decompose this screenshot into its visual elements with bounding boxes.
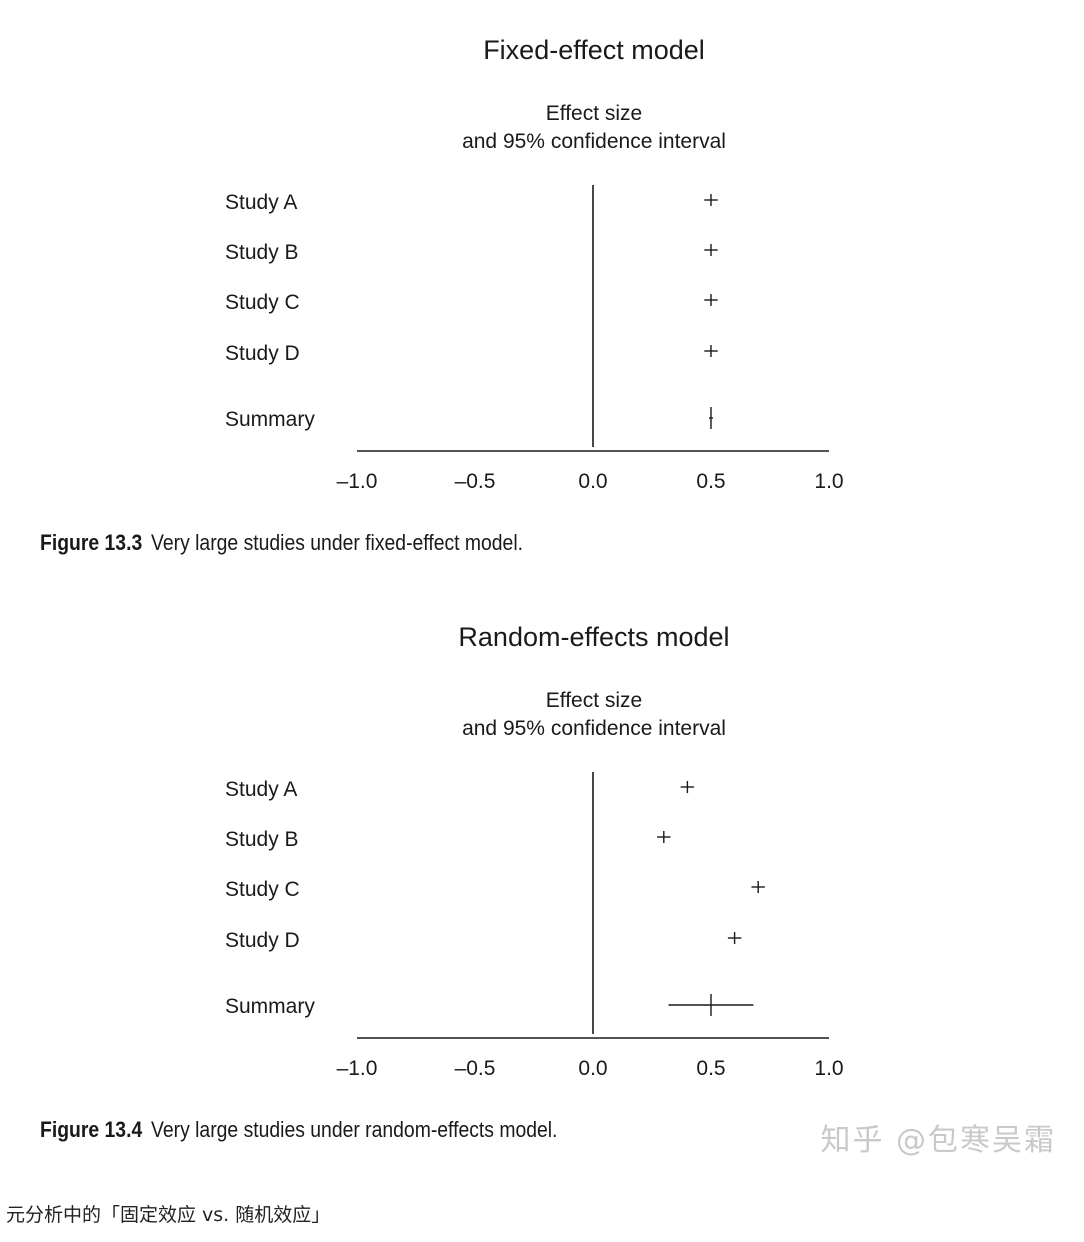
chart-title: Fixed-effect model: [483, 35, 705, 65]
figure-13-4-caption: Figure 13.4 Very large studies under rand…: [40, 1117, 557, 1143]
study-label: Study A: [225, 778, 297, 801]
study-label: Study B: [225, 241, 299, 264]
x-tick-label: 1.0: [814, 1057, 843, 1080]
study-label: Study C: [225, 878, 300, 901]
random-effects-panel: Random-effects model Effect size and 95% c…: [0, 587, 1084, 1107]
x-tick-label: –0.5: [455, 1057, 496, 1080]
fixed-effect-panel: Fixed-effect model Effect size and 95% con…: [0, 0, 1084, 520]
header-line-1: Effect size: [546, 102, 643, 125]
x-tick-label: –1.0: [337, 470, 378, 493]
zhihu-watermark: 知乎 @包寒吴霜: [820, 1123, 1056, 1158]
summary-label: Summary: [225, 995, 315, 1018]
header-line-2: and 95% confidence interval: [462, 717, 726, 740]
fixed-effect-forest-plot: Fixed-effect model Effect size and 95% con…: [225, 35, 844, 493]
footer-caption: 元分析中的「固定效应 vs. 随机效应」: [6, 1204, 331, 1226]
random-effects-forest-plot: Random-effects model Effect size and 95% c…: [225, 622, 844, 1080]
chart-title: Random-effects model: [458, 622, 729, 652]
x-tick-label: 1.0: [814, 470, 843, 493]
figure-number: Figure 13.4: [40, 1117, 143, 1142]
figure-caption-text: Very large studies under random-effects …: [151, 1117, 558, 1142]
study-label: Study B: [225, 828, 299, 851]
study-label: Study D: [225, 342, 300, 365]
figure-number: Figure 13.3: [40, 530, 143, 555]
study-label: Study C: [225, 291, 300, 314]
x-tick-label: –0.5: [455, 470, 496, 493]
x-tick-label: –1.0: [337, 1057, 378, 1080]
figure-caption-text: Very large studies under fixed-effect mo…: [151, 530, 524, 555]
study-label: Study D: [225, 929, 300, 952]
figure-13-3-caption: Figure 13.3 Very large studies under fixe…: [40, 530, 523, 556]
x-tick-label: 0.0: [578, 1057, 607, 1080]
x-tick-label: 0.5: [696, 470, 725, 493]
study-label: Study A: [225, 191, 297, 214]
header-line-1: Effect size: [546, 689, 643, 712]
x-tick-label: 0.0: [578, 470, 607, 493]
header-line-2: and 95% confidence interval: [462, 130, 726, 153]
summary-label: Summary: [225, 408, 315, 431]
x-tick-label: 0.5: [696, 1057, 725, 1080]
